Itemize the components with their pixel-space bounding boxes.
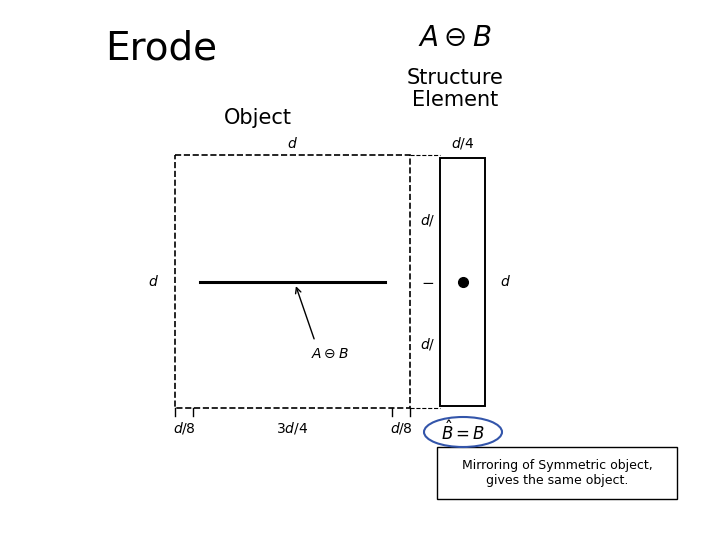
Text: $d/4$: $d/4$ — [451, 135, 474, 151]
Text: $d$: $d$ — [287, 136, 298, 151]
Text: Erode: Erode — [105, 29, 217, 67]
Text: $d/8$: $d/8$ — [390, 420, 413, 436]
Bar — [175, 155, 410, 408]
Text: $-$: $-$ — [421, 274, 435, 289]
Text: $3d/4$: $3d/4$ — [276, 420, 309, 436]
Bar — [440, 158, 485, 406]
Text: Structure: Structure — [407, 68, 503, 88]
Text: $A \ominus B$: $A \ominus B$ — [418, 24, 492, 52]
Ellipse shape — [424, 417, 502, 447]
Bar — [437, 447, 677, 499]
Text: $\hat{B} = B$: $\hat{B} = B$ — [441, 420, 485, 444]
Text: Mirroring of Symmetric object,
gives the same object.: Mirroring of Symmetric object, gives the… — [462, 459, 652, 487]
Text: Object: Object — [224, 108, 292, 128]
Text: $A \ominus B$: $A \ominus B$ — [311, 347, 349, 361]
Text: $d/$: $d/$ — [420, 212, 436, 228]
Text: $d$: $d$ — [500, 274, 510, 289]
Text: $d$: $d$ — [148, 274, 158, 289]
Text: $d/8$: $d/8$ — [173, 420, 195, 436]
Text: $d/$: $d/$ — [420, 336, 436, 352]
Text: Element: Element — [412, 90, 498, 110]
